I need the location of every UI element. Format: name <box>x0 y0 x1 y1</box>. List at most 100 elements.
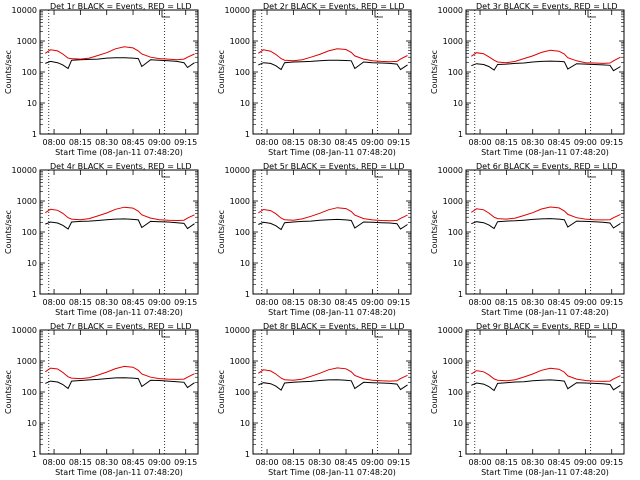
plot-frame <box>465 9 625 135</box>
detector-panel-3: Det 3r BLACK = Events, RED = LLD 1 10 100 10… <box>426 0 639 160</box>
y-tick-label: 1000 <box>17 197 37 206</box>
x-axis-label: Start Time (08-Jan-11 07:48:20) <box>55 148 183 157</box>
x-tick-label: 08:45 <box>335 138 358 147</box>
x-tick-label: 08:00 <box>256 298 279 307</box>
series-lld-line <box>471 49 621 64</box>
y-axis-label: Counts/sec <box>430 370 439 414</box>
plot-frame <box>252 329 412 455</box>
y-tick-label: 10 <box>240 419 250 428</box>
series-lld-line <box>471 206 621 221</box>
x-tick-label: 09:15 <box>387 138 410 147</box>
chart-svg: Det 8r BLACK = Events, RED = LLD 1 10 100 10… <box>217 322 412 477</box>
y-tick-label: 10000 <box>438 6 463 15</box>
y-tick-label: 10 <box>453 259 463 268</box>
top-marker <box>374 170 383 178</box>
plot-frame <box>465 329 625 455</box>
y-tick-label: 100 <box>22 68 37 77</box>
x-tick-label: 08:15 <box>282 138 305 147</box>
detector-panel-8: Det 8r BLACK = Events, RED = LLD 1 10 100 10… <box>213 320 426 480</box>
plot-frame <box>252 9 412 135</box>
y-tick-label: 10000 <box>12 6 37 15</box>
y-tick-label: 1 <box>245 450 250 459</box>
x-tick-label: 08:45 <box>548 298 571 307</box>
y-tick-label: 1 <box>32 450 37 459</box>
x-tick-label: 08:45 <box>122 138 145 147</box>
y-tick-label: 1 <box>458 450 463 459</box>
y-tick-label: 1 <box>458 130 463 139</box>
x-axis-label: Start Time (08-Jan-11 07:48:20) <box>55 308 183 317</box>
detector-panel-1: Det 1r BLACK = Events, RED = LLD 1 10 100 10… <box>0 0 213 160</box>
x-tick-label: 09:00 <box>361 298 384 307</box>
x-tick-label: 08:30 <box>521 458 544 467</box>
series-lld-line <box>45 46 195 61</box>
series-lld-line <box>45 206 195 222</box>
chart-title: Det 1r BLACK = Events, RED = LLD <box>50 2 192 11</box>
x-tick-label: 09:15 <box>174 298 197 307</box>
chart-svg: Det 9r BLACK = Events, RED = LLD 1 10 100 10… <box>430 322 625 477</box>
x-tick-label: 09:15 <box>387 298 410 307</box>
chart-title: Det 5r BLACK = Events, RED = LLD <box>263 162 405 171</box>
x-tick-label: 08:00 <box>469 458 492 467</box>
x-tick-label: 09:15 <box>600 458 623 467</box>
top-marker <box>161 10 170 18</box>
x-tick-label: 08:00 <box>469 138 492 147</box>
x-tick-label: 09:15 <box>387 458 410 467</box>
series-lld-line <box>45 365 195 380</box>
top-marker <box>374 330 383 338</box>
x-tick-label: 08:45 <box>122 298 145 307</box>
x-axis-label: Start Time (08-Jan-11 07:48:20) <box>481 148 609 157</box>
y-tick-label: 1000 <box>443 197 463 206</box>
series-events-line <box>45 218 195 230</box>
detector-panel-5: Det 5r BLACK = Events, RED = LLD 1 10 100 10… <box>213 160 426 320</box>
y-tick-label: 100 <box>235 388 250 397</box>
x-tick-label: 09:15 <box>174 138 197 147</box>
y-axis-label: Counts/sec <box>217 210 226 254</box>
x-tick-label: 09:00 <box>148 138 171 147</box>
y-axis-label: Counts/sec <box>217 50 226 94</box>
y-tick-label: 10000 <box>225 326 250 335</box>
y-tick-label: 10 <box>240 99 250 108</box>
chart-title: Det 7r BLACK = Events, RED = LLD <box>50 322 192 331</box>
x-tick-label: 08:15 <box>282 298 305 307</box>
y-tick-label: 10 <box>453 419 463 428</box>
y-tick-label: 100 <box>448 68 463 77</box>
x-axis-label: Start Time (08-Jan-11 07:48:20) <box>55 468 183 477</box>
x-tick-label: 08:15 <box>495 298 518 307</box>
x-tick-label: 08:00 <box>43 138 66 147</box>
y-tick-label: 1000 <box>443 37 463 46</box>
x-tick-label: 09:00 <box>574 458 597 467</box>
y-tick-label: 10000 <box>225 6 250 15</box>
top-marker <box>587 10 596 18</box>
y-tick-label: 100 <box>22 228 37 237</box>
y-axis-label: Counts/sec <box>430 210 439 254</box>
y-tick-label: 1000 <box>17 37 37 46</box>
detector-panel-4: Det 4r BLACK = Events, RED = LLD 1 10 100 10… <box>0 160 213 320</box>
y-tick-label: 1 <box>458 290 463 299</box>
y-axis-label: Counts/sec <box>4 210 13 254</box>
y-tick-label: 100 <box>448 388 463 397</box>
y-tick-label: 1 <box>245 130 250 139</box>
x-axis-label: Start Time (08-Jan-11 07:48:20) <box>268 148 396 157</box>
x-tick-label: 08:00 <box>256 138 279 147</box>
x-tick-label: 08:45 <box>122 458 145 467</box>
detector-panel-7: Det 7r BLACK = Events, RED = LLD 1 10 100 10… <box>0 320 213 480</box>
x-axis-label: Start Time (08-Jan-11 07:48:20) <box>268 468 396 477</box>
y-tick-label: 10 <box>27 419 37 428</box>
series-events-line <box>258 218 408 231</box>
x-tick-label: 09:00 <box>148 298 171 307</box>
x-tick-label: 08:00 <box>43 298 66 307</box>
y-tick-label: 1000 <box>230 197 250 206</box>
series-events-line <box>258 59 408 71</box>
y-tick-label: 1000 <box>443 357 463 366</box>
chart-title: Det 9r BLACK = Events, RED = LLD <box>476 322 618 331</box>
y-tick-label: 10 <box>27 99 37 108</box>
x-tick-label: 08:45 <box>335 458 358 467</box>
detector-panel-9: Det 9r BLACK = Events, RED = LLD 1 10 100 10… <box>426 320 639 480</box>
x-tick-label: 08:00 <box>469 298 492 307</box>
series-lld-line <box>471 367 621 382</box>
chart-svg: Det 3r BLACK = Events, RED = LLD 1 10 100 10… <box>430 2 625 157</box>
detector-panel-2: Det 2r BLACK = Events, RED = LLD 1 10 100 10… <box>213 0 426 160</box>
x-tick-label: 08:15 <box>69 298 92 307</box>
series-events-line <box>471 218 621 230</box>
y-axis-label: Counts/sec <box>217 370 226 414</box>
